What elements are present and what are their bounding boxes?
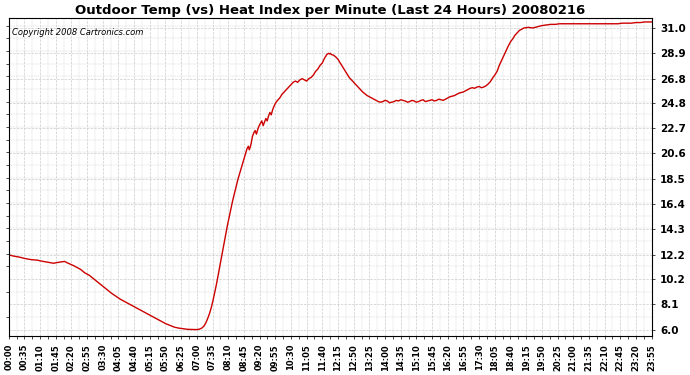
Title: Outdoor Temp (vs) Heat Index per Minute (Last 24 Hours) 20080216: Outdoor Temp (vs) Heat Index per Minute … — [75, 4, 585, 17]
Text: Copyright 2008 Cartronics.com: Copyright 2008 Cartronics.com — [12, 28, 144, 37]
